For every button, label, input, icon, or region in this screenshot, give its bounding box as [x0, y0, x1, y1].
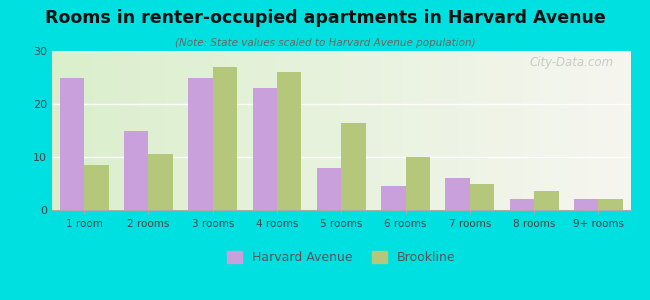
- Bar: [84, 165, 109, 210]
- Bar: [148, 154, 173, 210]
- Legend: Harvard Avenue, Brookline: Harvard Avenue, Brookline: [221, 244, 462, 271]
- Bar: [445, 178, 470, 210]
- Text: City-Data.com: City-Data.com: [529, 56, 613, 69]
- Bar: [213, 67, 237, 210]
- Bar: [317, 168, 341, 210]
- Bar: [599, 200, 623, 210]
- Bar: [188, 77, 213, 210]
- Bar: [124, 130, 148, 210]
- Bar: [534, 191, 558, 210]
- Bar: [574, 200, 599, 210]
- Bar: [470, 184, 494, 210]
- Bar: [406, 157, 430, 210]
- Bar: [381, 186, 406, 210]
- Bar: [277, 72, 302, 210]
- Text: Rooms in renter-occupied apartments in Harvard Avenue: Rooms in renter-occupied apartments in H…: [45, 9, 605, 27]
- Bar: [510, 200, 534, 210]
- Bar: [341, 122, 366, 210]
- Bar: [60, 77, 84, 210]
- Bar: [253, 88, 277, 210]
- Text: (Note: State values scaled to Harvard Avenue population): (Note: State values scaled to Harvard Av…: [175, 38, 475, 47]
